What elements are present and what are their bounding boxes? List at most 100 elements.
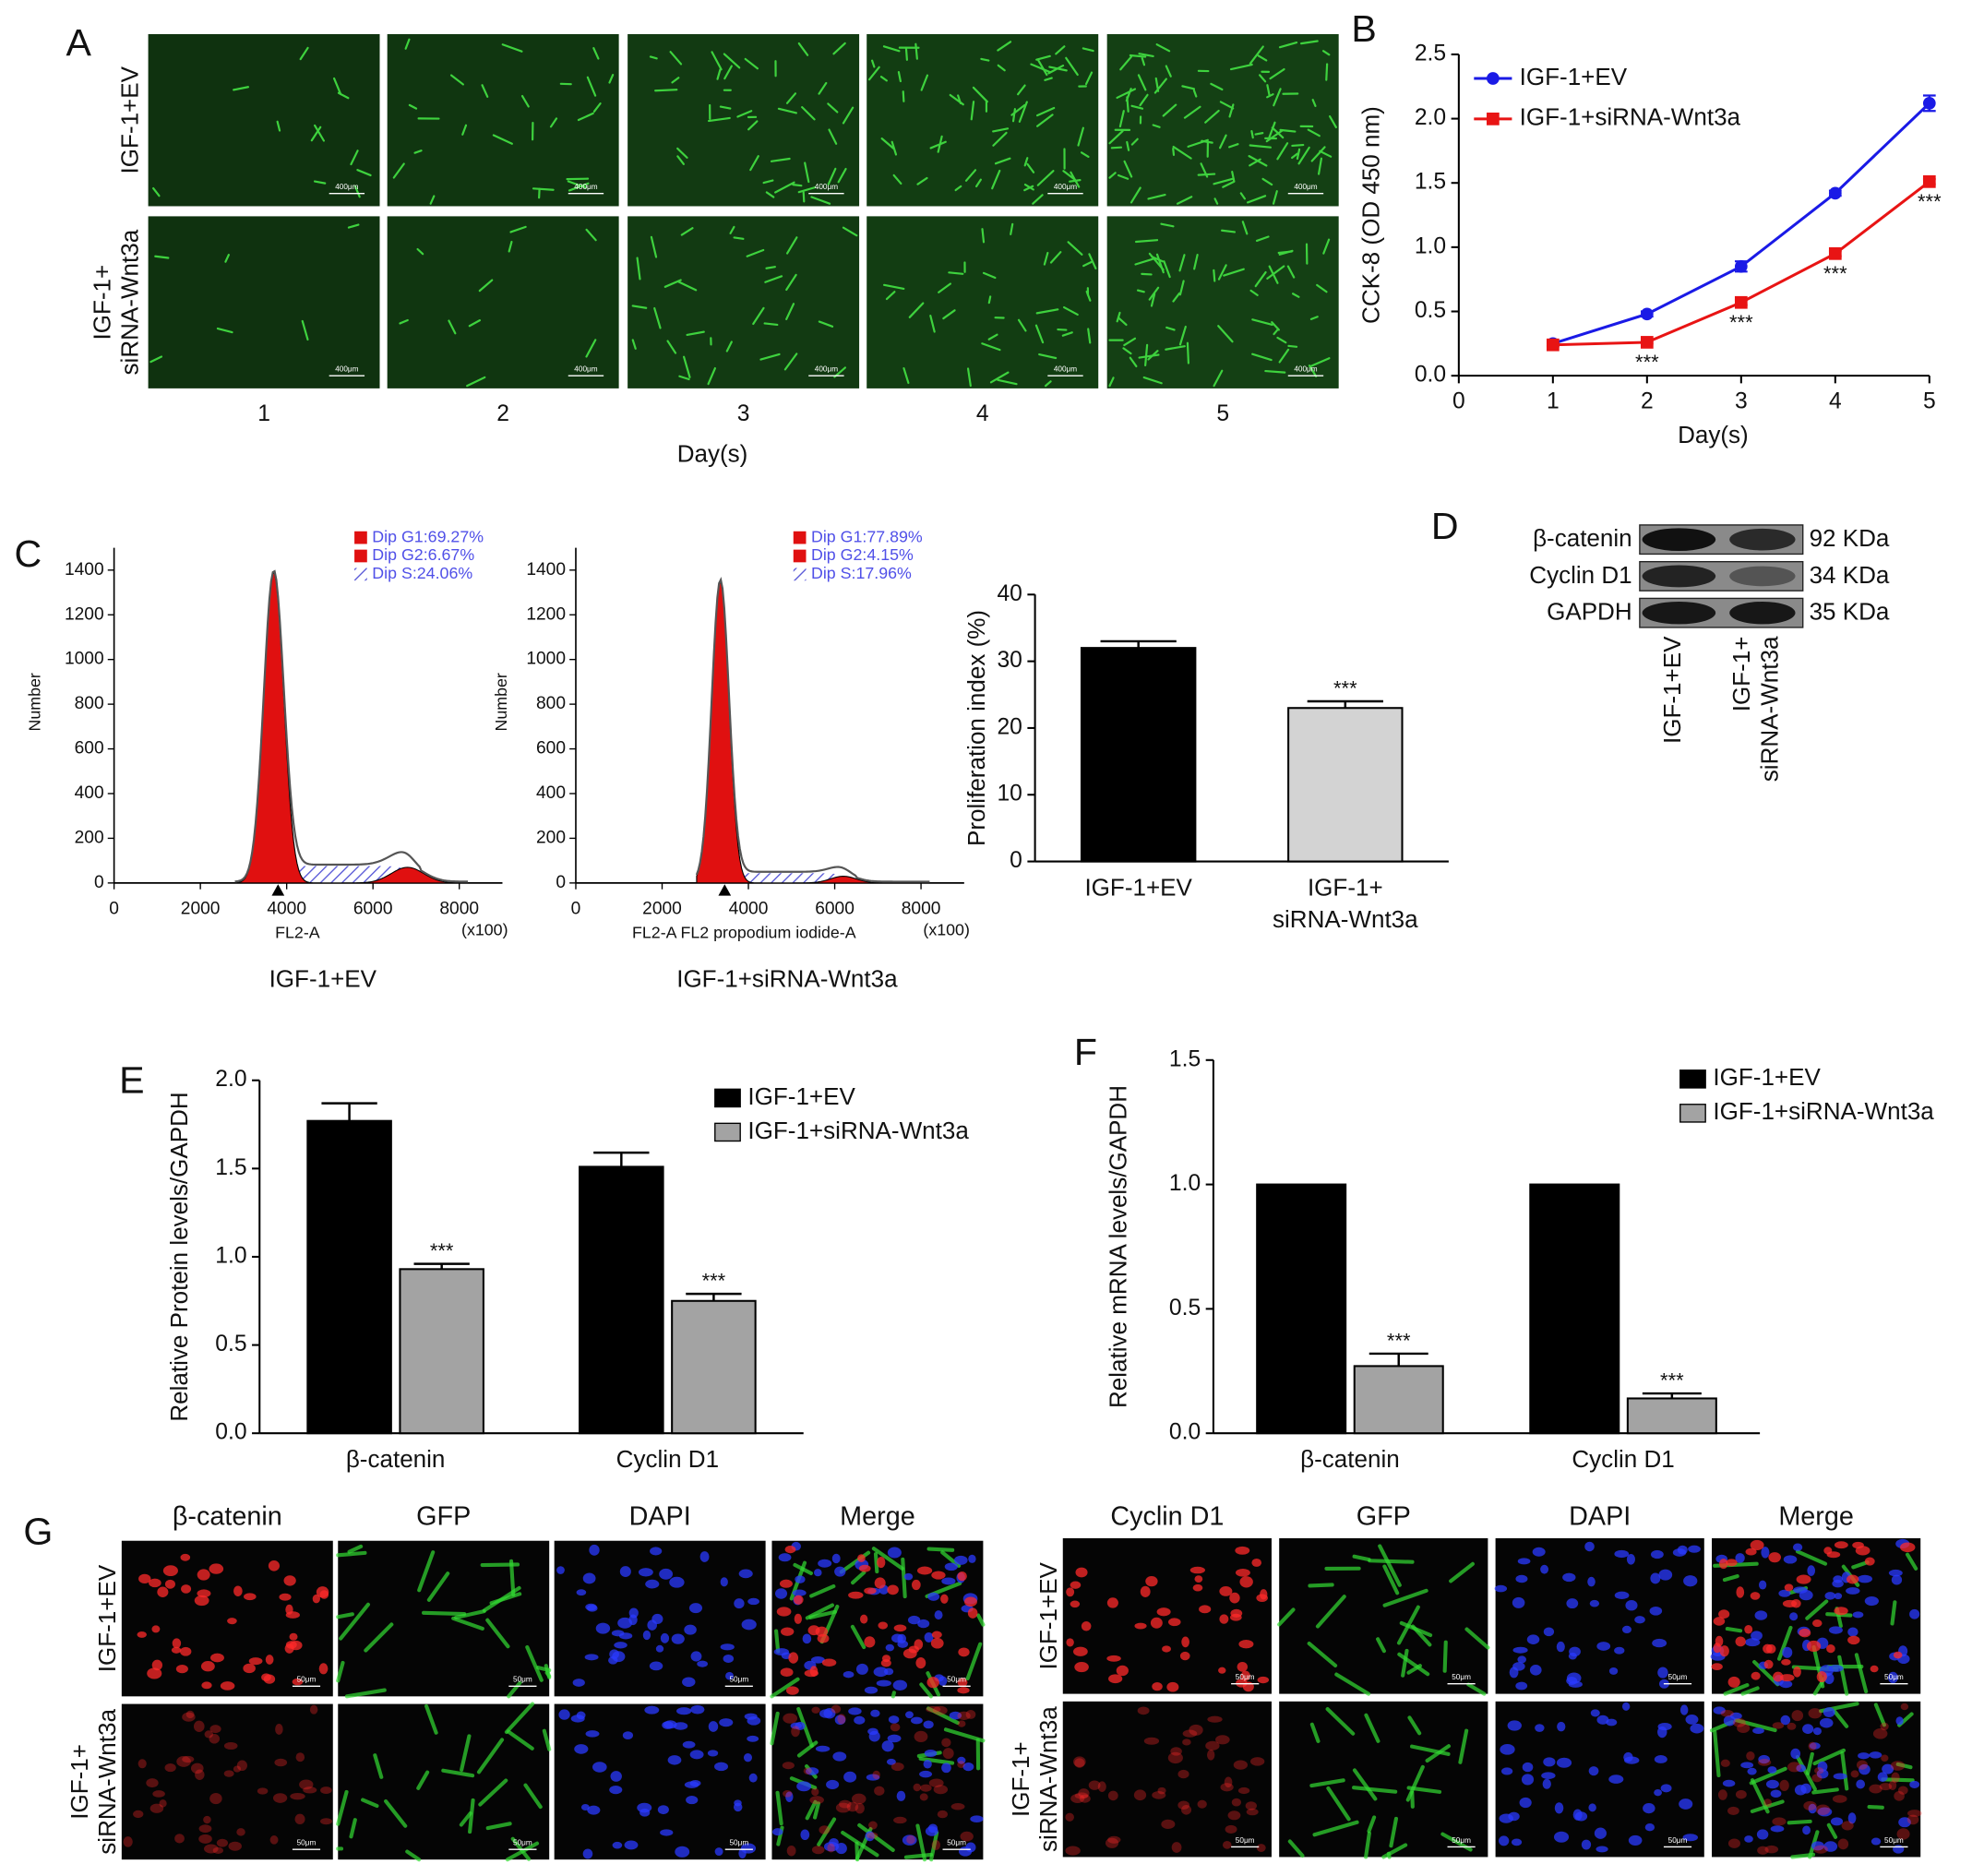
nucleus <box>1897 1786 1908 1795</box>
nucleus <box>1588 1766 1599 1776</box>
cell <box>1110 146 1123 149</box>
cell <box>1325 63 1329 81</box>
cell <box>653 306 662 329</box>
cell <box>1308 364 1318 377</box>
nucleus <box>1790 1748 1801 1760</box>
nucleus <box>699 1551 710 1562</box>
cell <box>957 94 962 105</box>
cell <box>810 196 831 205</box>
nucleus <box>1744 1835 1753 1843</box>
nucleus <box>612 1841 623 1849</box>
nucleus <box>926 1705 941 1713</box>
nucleus <box>584 1654 599 1661</box>
cell <box>914 42 918 60</box>
nucleus <box>1557 1721 1566 1732</box>
cell <box>879 76 888 82</box>
nucleus <box>829 1838 839 1847</box>
x-axis-label: FL2-A FL2 propodium iodide-A <box>632 923 856 941</box>
nucleus <box>1205 1740 1220 1751</box>
nucleus <box>957 1756 966 1764</box>
nucleus <box>1500 1767 1513 1775</box>
x-tick-label: 4 <box>1829 388 1842 413</box>
cell <box>1833 1709 1849 1728</box>
nucleus <box>159 1799 167 1808</box>
nucleus <box>660 1829 674 1836</box>
nucleus <box>236 1828 245 1836</box>
nucleus <box>667 1755 682 1765</box>
nucleus <box>657 1805 669 1815</box>
scale-bar-label: 400μm <box>574 364 597 373</box>
cell <box>1386 1851 1392 1859</box>
nucleus <box>638 1568 653 1577</box>
nucleus <box>893 1624 907 1632</box>
cell <box>1036 114 1054 127</box>
cell <box>416 1770 430 1790</box>
nucleus <box>887 1547 902 1559</box>
nucleus <box>1824 1592 1836 1600</box>
cell <box>1401 1648 1409 1678</box>
nucleus <box>1763 1798 1772 1807</box>
significance: *** <box>1660 1369 1684 1392</box>
cell <box>1250 129 1254 139</box>
nucleus <box>1888 1780 1897 1791</box>
cell <box>1265 129 1285 143</box>
y-axis-label: Relative mRNA levels/GAPDH <box>1104 1085 1131 1408</box>
nucleus <box>960 1831 974 1842</box>
nucleus <box>1257 1676 1270 1684</box>
nucleus <box>274 1758 288 1767</box>
cell <box>904 46 908 61</box>
cell <box>1255 235 1270 243</box>
nucleus <box>835 1843 847 1855</box>
y-axis-label: Number <box>25 673 43 731</box>
cell <box>1854 1653 1869 1694</box>
row-label: IGF-1+ <box>66 1744 93 1820</box>
cell <box>492 134 513 145</box>
cell <box>336 1789 349 1826</box>
nucleus <box>162 1565 178 1577</box>
nucleus <box>624 1840 639 1850</box>
nucleus <box>738 1569 753 1579</box>
nucleus <box>814 1569 822 1577</box>
nucleus <box>1650 1549 1664 1559</box>
nucleus <box>1817 1807 1833 1817</box>
legend-label: Dip S:24.06% <box>372 564 472 582</box>
nucleus <box>1895 1716 1904 1726</box>
nucleus <box>265 1655 274 1665</box>
nucleus <box>783 1713 798 1724</box>
cell <box>1162 103 1177 117</box>
cell <box>592 47 600 60</box>
panel-label: D <box>1431 505 1459 547</box>
nucleus <box>1500 1744 1515 1755</box>
nucleus <box>1832 1579 1844 1588</box>
cell <box>566 177 590 181</box>
cell <box>509 225 527 233</box>
cell <box>1307 128 1321 137</box>
cell <box>1217 264 1227 281</box>
cell <box>1010 222 1014 235</box>
cell <box>1458 1728 1469 1764</box>
micrograph-glow <box>867 34 1099 207</box>
cell <box>1228 103 1235 118</box>
cell <box>1300 40 1319 45</box>
hist-outline <box>234 569 469 883</box>
y-tick-label: 2.0 <box>215 1067 246 1092</box>
x-tick-label: Cyclin D1 <box>616 1445 719 1473</box>
nucleus <box>937 1810 948 1819</box>
y-tick-label: 600 <box>75 739 104 759</box>
column-header: DAPI <box>629 1502 691 1532</box>
cell <box>785 92 797 104</box>
cell <box>1147 193 1166 200</box>
cell <box>460 1734 472 1772</box>
x-tick-label: 0 <box>109 900 119 919</box>
nucleus <box>723 1654 735 1663</box>
nucleus <box>1250 1757 1265 1766</box>
nucleus <box>1152 1682 1163 1691</box>
nucleus <box>780 1667 794 1678</box>
nucleus <box>803 1767 812 1774</box>
nucleus <box>888 1715 900 1724</box>
legend-swatch <box>1679 1069 1706 1089</box>
y-tick-label: 400 <box>75 783 104 803</box>
nucleus <box>689 1750 704 1760</box>
significance: *** <box>430 1239 454 1262</box>
nucleus <box>874 1786 885 1796</box>
